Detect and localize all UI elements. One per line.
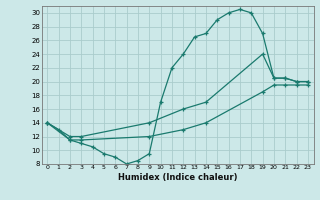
X-axis label: Humidex (Indice chaleur): Humidex (Indice chaleur) <box>118 173 237 182</box>
